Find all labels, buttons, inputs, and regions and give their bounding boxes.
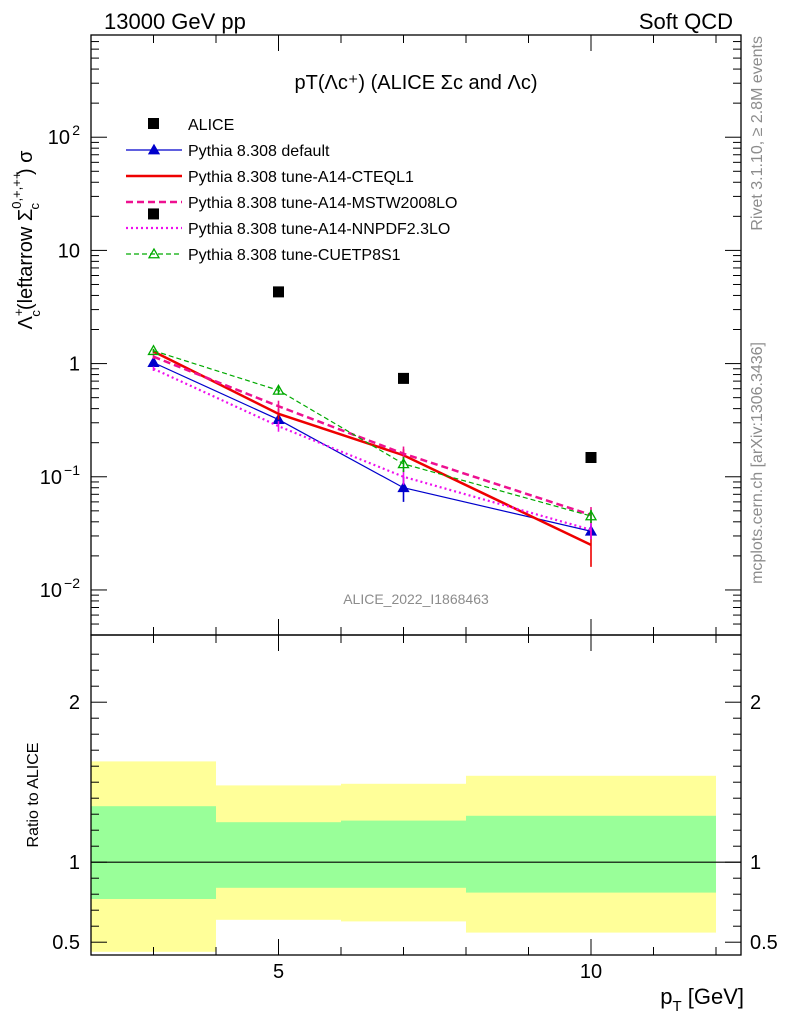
x-axis-label-text: pT [GeV] (660, 984, 744, 1015)
x-tick-label: 5 (273, 961, 284, 983)
y-axis-label: Λ+ c(leftarrow Σ0,+,++ c) σ (9, 150, 43, 330)
mcplots-label: mcplots.cern.ch [arXiv:1306.3436] (749, 342, 766, 584)
ratio-plot-panel: 0.5 0.5 1 1 2 2 5 10 Ratio to ALICE pT [GeV] (25, 634, 778, 1015)
data-point-marker (147, 247, 161, 259)
data-point-marker (147, 356, 160, 368)
alice-data-point (585, 452, 597, 464)
data-point-marker (397, 457, 410, 469)
ratio-frame (90, 634, 742, 956)
y-axis-label-text: Λ+ c(leftarrow Σ0,+,++ c) σ (9, 150, 43, 330)
x-axis-label: pT [GeV] (660, 984, 744, 1015)
data-point-marker (584, 509, 598, 521)
legend-entry: ALICE (148, 117, 234, 134)
plot-title: pT(Λc⁺) (ALICE Σc and Λc) (294, 72, 537, 94)
y-tick-label: 1 (69, 354, 80, 376)
y-tick-exponent: 2 (72, 122, 80, 138)
y-tick-exponent: −2 (64, 575, 80, 591)
data-point-marker (147, 143, 161, 155)
legend-entry: Pythia 8.308 tune-A14-CTEQL1 (126, 169, 414, 186)
alice-data-point (148, 208, 159, 220)
legend-label: Pythia 8.308 default (188, 143, 330, 160)
series-3 (152, 354, 592, 525)
alice-data-point (273, 286, 284, 298)
series-0 (148, 208, 597, 464)
y-tick-label: 10 (48, 127, 70, 149)
ratio-y-tick-label-left: 1 (69, 852, 80, 874)
legend-label: Pythia 8.308 tune-A14-MSTW2008LO (188, 195, 457, 212)
series-line (153, 355, 592, 517)
uncertainty-band-inner (216, 822, 341, 888)
legend-label: Pythia 8.308 tune-CUETP8S1 (188, 247, 401, 264)
alice-data-point (398, 372, 409, 384)
ratio-y-tick-label-left: 2 (69, 692, 80, 714)
ratio-y-tick-label-right: 0.5 (750, 932, 778, 954)
y-tick-exponent: −1 (64, 462, 80, 478)
legend-entry: Pythia 8.308 tune-A14-MSTW2008LO (126, 195, 457, 212)
ratio-y-tick-label-left: 0.5 (52, 932, 80, 954)
uncertainty-band-inner (466, 815, 716, 893)
uncertainty-band-inner (91, 806, 216, 899)
legend-entry: Pythia 8.308 default (126, 143, 330, 160)
legend: ALICE Pythia 8.308 default Pythia 8.308 tu… (126, 117, 457, 264)
legend-label: Pythia 8.308 tune-A14-NNPDF2.3LO (188, 221, 450, 238)
header-left: 13000 GeV pp (104, 9, 246, 34)
legend-entry: Pythia 8.308 tune-A14-NNPDF2.3LO (126, 221, 450, 238)
y-axis-label-group: Λ+ c(leftarrow Σ0,+,++ c) σ (9, 150, 43, 330)
legend-label: Pythia 8.308 tune-A14-CTEQL1 (188, 169, 414, 186)
ratio-y-label: Ratio to ALICE (25, 743, 42, 848)
legend-swatch (148, 118, 159, 129)
uncertainty-band-inner (341, 820, 466, 888)
rivet-label: Rivet 3.1.10, ≥ 2.8M events (749, 36, 766, 231)
data-point-marker (397, 481, 410, 493)
series-line (153, 362, 592, 532)
y-tick-label: 10 (40, 467, 62, 489)
watermark: ALICE_2022_I1868463 (343, 591, 489, 607)
y-tick-label: 10 (40, 580, 62, 602)
data-point-marker (147, 344, 160, 356)
legend-entry: Pythia 8.308 tune-CUETP8S1 (126, 247, 401, 264)
ratio-y-tick-label-right: 2 (750, 692, 761, 714)
series-line (153, 350, 592, 517)
legend-label: ALICE (188, 117, 234, 134)
data-point-marker (272, 384, 285, 395)
header-right: Soft QCD (639, 9, 733, 34)
series-5 (147, 344, 598, 524)
y-tick-label: 10 (58, 240, 80, 262)
ratio-y-tick-label-right: 1 (750, 852, 761, 874)
series-4 (152, 366, 592, 540)
x-tick-label: 10 (580, 961, 602, 983)
series-1 (147, 356, 598, 540)
